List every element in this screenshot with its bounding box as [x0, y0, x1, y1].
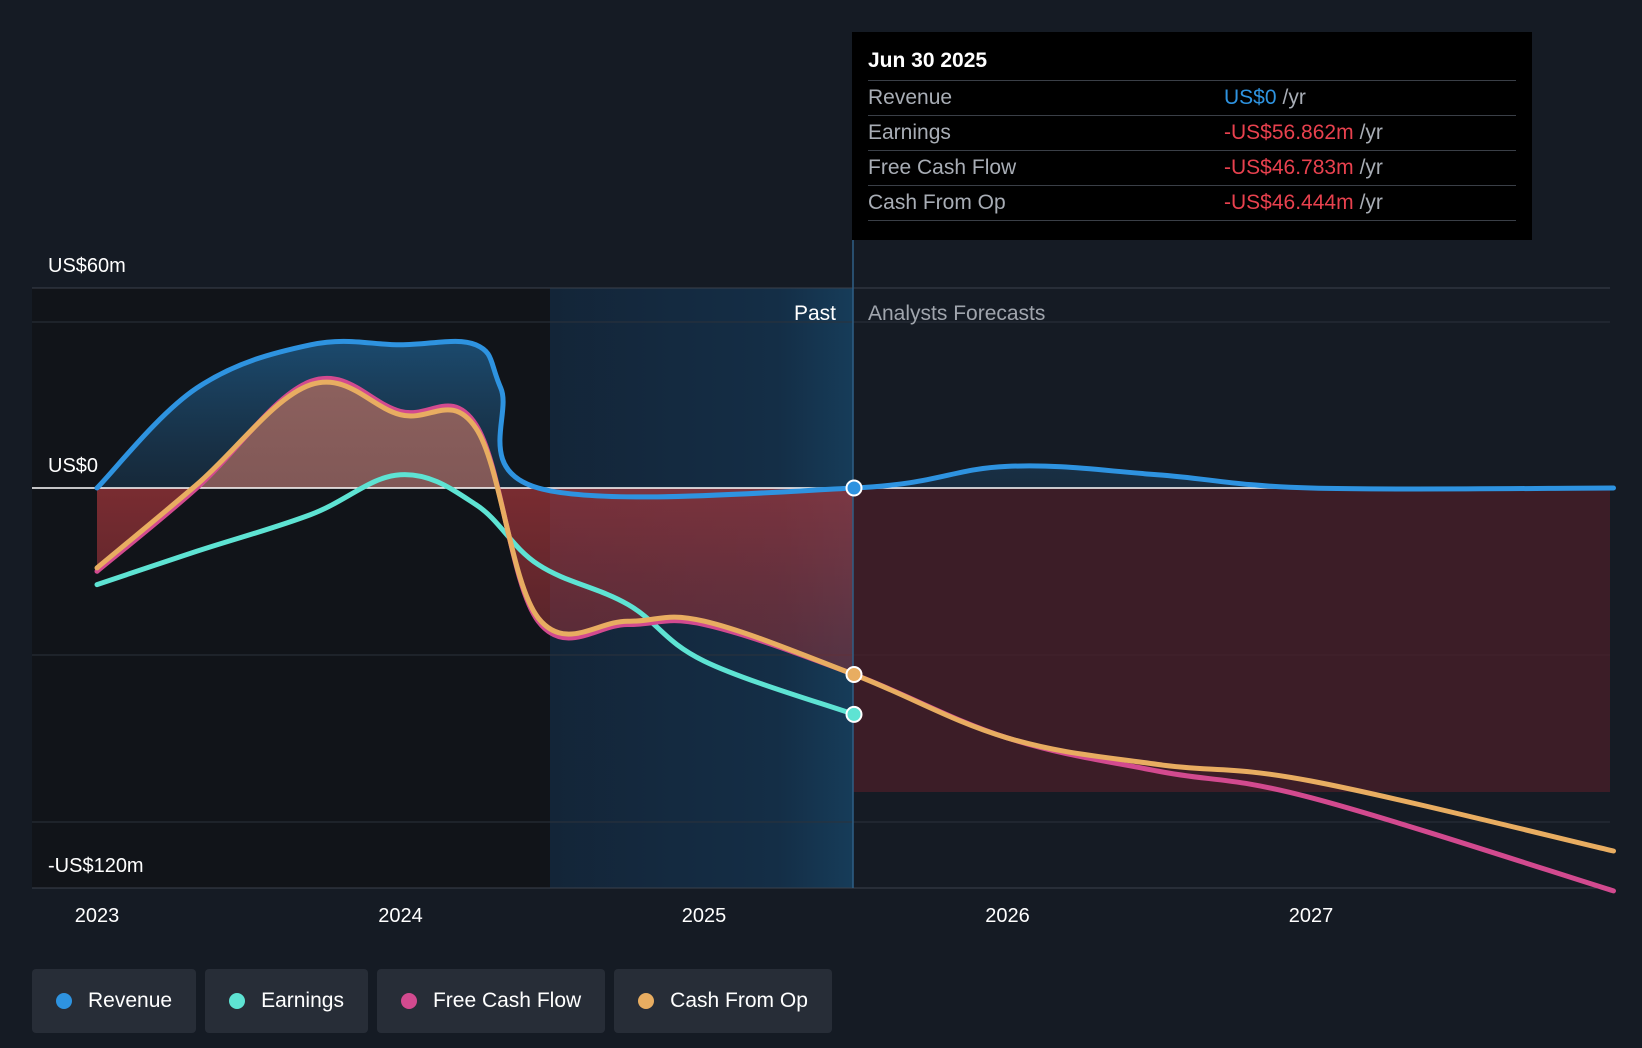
tooltip-row-unit: /yr: [1359, 156, 1383, 179]
revenue-dot-icon: [56, 993, 72, 1009]
cash-from-op-area-positive: [97, 382, 853, 488]
legend-label: Free Cash Flow: [432, 989, 582, 1012]
tooltip-row-value: -US$46.444m: [1224, 191, 1354, 214]
legend-label: Revenue: [88, 989, 173, 1012]
free-cash-flow-line: [94, 375, 1616, 894]
revenue-marker: [845, 479, 863, 497]
tooltip-row-label: Earnings: [868, 121, 951, 144]
tooltip-row-label: Cash From Op: [868, 191, 1006, 214]
tooltip-row-label: Revenue: [868, 86, 953, 109]
chart-area: US$60m US$0 -US$120m Past Analysts Forec…: [32, 240, 1616, 927]
y-label-bottom: -US$120m: [48, 855, 144, 877]
legend-item-earnings[interactable]: Earnings: [205, 969, 368, 1033]
tooltip-row-unit: /yr: [1359, 191, 1383, 214]
x-tick-label: 2026: [985, 905, 1030, 927]
series-lines: [94, 338, 1616, 894]
tooltip-row-value: -US$46.783m: [1224, 156, 1354, 179]
y-label-zero: US$0: [48, 455, 98, 477]
x-tick-label: 2025: [682, 905, 727, 927]
tooltip: Jun 30 2025 Revenue US$0 /yr Earnings -U…: [852, 32, 1532, 240]
cash-from-op-marker: [845, 666, 863, 683]
x-tick-label: 2023: [75, 905, 120, 927]
cash-from-op-dot-icon: [638, 993, 655, 1009]
earnings-dot-icon: [229, 993, 246, 1009]
tooltip-markers: [845, 479, 863, 723]
area-fills: [97, 341, 1614, 792]
tooltip-row-unit: /yr: [1282, 86, 1306, 109]
legend-item-free-cash-flow[interactable]: Free Cash Flow: [376, 969, 606, 1033]
y-label-top: US$60m: [48, 255, 126, 277]
x-axis-ticks: 2023 2024 2025 2026 2027: [75, 905, 1334, 927]
legend-item-cash-from-op[interactable]: Cash From Op: [614, 969, 832, 1033]
legend-label: Cash From Op: [670, 989, 808, 1012]
region-label-past: Past: [794, 302, 836, 325]
tooltip-row-label: Free Cash Flow: [868, 156, 1017, 179]
legend-label: Earnings: [261, 989, 344, 1012]
tooltip-row-earnings: Earnings -US$56.862m /yr: [868, 116, 1516, 151]
earnings-line: [94, 472, 857, 717]
x-tick-label: 2027: [1289, 905, 1334, 927]
cash-from-op-line: [94, 379, 1616, 854]
free-cash-flow-dot-icon: [400, 993, 417, 1009]
revenue-line: [94, 338, 1616, 500]
tooltip-row-value: US$0: [1224, 86, 1277, 109]
tooltip-row-free-cash-flow: Free Cash Flow -US$46.783m /yr: [868, 151, 1516, 186]
forecast-negative-band: [853, 488, 1610, 792]
tooltip-date: Jun 30 2025: [868, 46, 1516, 81]
legend: Revenue Earnings Free Cash Flow Cash Fro…: [32, 969, 832, 1033]
x-tick-label: 2024: [378, 905, 423, 927]
tooltip-row-value: -US$56.862m: [1224, 121, 1354, 144]
tooltip-row-revenue: Revenue US$0 /yr: [868, 81, 1516, 116]
legend-item-revenue[interactable]: Revenue: [32, 969, 197, 1033]
region-label-forecast: Analysts Forecasts: [868, 302, 1045, 325]
tooltip-row-cash-from-op: Cash From Op -US$46.444m /yr: [868, 186, 1516, 221]
tooltip-row-unit: /yr: [1359, 121, 1383, 144]
earnings-marker: [845, 705, 863, 723]
